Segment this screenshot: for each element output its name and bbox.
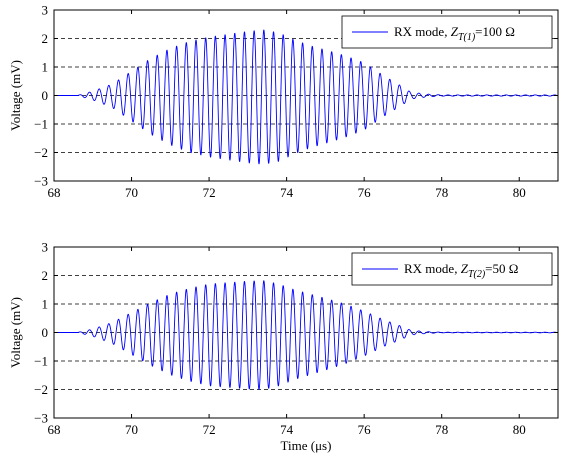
x-tick-label: 78	[435, 422, 448, 437]
legend-label: RX mode, ZT(1)=100 Ω	[394, 24, 515, 43]
x-tick-label: 74	[280, 422, 294, 437]
y-tick-label: 3	[42, 3, 49, 18]
y-tick-label: −3	[34, 411, 48, 426]
chart-panel-1: 68 70 72 74 76 78 80 −3 −2 −1 0 1 2 3 Voltage (mV) RX m…	[8, 3, 559, 200]
x-tick-label: 70	[125, 185, 138, 200]
y-tick-label: 0	[42, 88, 49, 103]
x-tick-label: 76	[358, 422, 372, 437]
y-tick-label: 0	[42, 325, 49, 340]
x-tick-label: 72	[203, 185, 216, 200]
y-tick-label: −3	[34, 174, 48, 189]
x-tick-label: 80	[513, 185, 526, 200]
x-axis-label: Time (μs)	[281, 438, 332, 453]
x-tick-label: 78	[435, 185, 448, 200]
chart-panel-2: 68 70 72 74 76 78 80 −3 −2 −1 0 1 2 3 Voltage (mV) Time…	[8, 240, 559, 453]
y-tick-label: 2	[42, 31, 49, 46]
y-tick-label: 3	[42, 240, 49, 255]
y-tick-label: 1	[42, 60, 49, 75]
y-tick-label: −1	[34, 354, 48, 369]
legend: RX mode, ZT(1)=100 Ω	[341, 15, 553, 49]
x-tick-label: 80	[513, 422, 526, 437]
y-tick-label: 1	[42, 297, 49, 312]
legend-label: RX mode, ZT(2)=50 Ω	[404, 261, 518, 280]
series-line	[54, 29, 559, 165]
legend: RX mode, ZT(2)=50 Ω	[351, 252, 553, 286]
y-axis-label: Voltage (mV)	[8, 60, 23, 131]
x-tick-label: 76	[358, 185, 372, 200]
y-tick-label: −1	[34, 117, 48, 132]
x-tick-label: 72	[203, 422, 216, 437]
y-tick-label: 2	[42, 268, 49, 283]
x-tick-label: 70	[125, 422, 138, 437]
x-tick-label: 68	[48, 185, 61, 200]
series-line	[54, 280, 559, 390]
y-tick-label: −2	[34, 145, 48, 160]
y-tick-label: −2	[34, 382, 48, 397]
x-tick-label: 68	[48, 422, 61, 437]
y-axis-label: Voltage (mV)	[8, 297, 23, 368]
x-tick-label: 74	[280, 185, 294, 200]
